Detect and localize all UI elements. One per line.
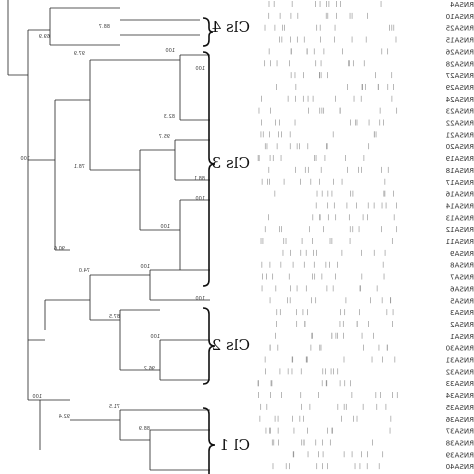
isolate-label: RNSA7	[450, 274, 474, 282]
node-label: 95.7	[159, 134, 170, 140]
cluster-label: Cls 2	[212, 336, 250, 354]
isolate-label: RNSA10	[446, 13, 474, 21]
isolate-label: RNSA37	[446, 428, 474, 436]
isolate-label: RNSA13	[446, 214, 474, 222]
isolate-label: RNSA26	[445, 48, 474, 56]
isolate-label: RNSA5	[450, 297, 474, 305]
isolate-label: RNSA23	[446, 108, 474, 116]
node-label: 97.9	[74, 51, 85, 57]
cluster-brackets	[202, 17, 216, 474]
isolate-label: RNSA14	[445, 202, 474, 210]
node-label: 92.4	[59, 414, 70, 420]
isolate-label: RNSA24	[445, 96, 474, 104]
isolate-label: RNSA33	[446, 380, 474, 388]
isolate-label: RNSA34	[445, 392, 474, 400]
isolate-label: RNSA1	[450, 333, 474, 341]
isolate-label: RNSA4	[450, 1, 474, 9]
isolate-label: RNSA28	[446, 60, 474, 68]
isolate-label: RNSA12	[446, 226, 474, 234]
isolate-label: RNSA8	[450, 262, 474, 270]
cluster-label: Cl 1	[219, 436, 250, 454]
isolate-label: RNSA9	[450, 250, 474, 258]
node-label: 87.5	[109, 314, 120, 320]
node-label: 100	[195, 296, 205, 302]
cluster-label: Cls 4	[212, 18, 250, 36]
node-label: 90.6	[54, 246, 65, 252]
gel-bands	[257, 1, 398, 470]
node-label: 100	[20, 156, 30, 162]
isolate-label: RNSA18	[446, 167, 474, 175]
isolate-label: RNSA29	[446, 84, 474, 92]
isolate-label: RNSA3	[450, 309, 474, 317]
node-label: 100	[195, 66, 205, 72]
isolate-label: RNSA15	[446, 37, 474, 45]
node-label: 100	[160, 224, 170, 230]
node-label: 96.2	[144, 366, 155, 372]
isolate-label: RNSA11	[446, 238, 474, 246]
node-label: 100	[195, 196, 205, 202]
isolate-label: RNSA36	[445, 416, 474, 424]
node-label: 74.0	[79, 268, 90, 274]
isolate-label: RNSA19	[446, 155, 474, 163]
node-label: 82.3	[164, 114, 175, 120]
node-label: 100	[140, 264, 150, 270]
isolate-label: RNSA39	[446, 451, 474, 459]
node-label: 88.7	[99, 24, 110, 30]
node-label: 71.5	[109, 404, 120, 410]
isolate-label: RNSA40	[446, 463, 474, 471]
isolate-label: RNSA16	[445, 191, 474, 199]
node-label: 88.9	[139, 426, 150, 432]
node-label: 88.1	[194, 176, 205, 182]
isolate-label: RNSA6	[450, 285, 474, 293]
isolate-label: RNSA32	[446, 368, 474, 376]
isolate-label: RNSA20	[446, 143, 474, 151]
isolate-label: RNSA17	[446, 179, 474, 187]
node-label: 100	[150, 334, 160, 340]
isolate-label: RNSA21	[446, 131, 474, 139]
isolate-label: RNSA38	[446, 439, 474, 447]
isolate-label: RNSA30	[446, 345, 474, 353]
cluster-label: Cls 3	[212, 154, 250, 172]
dendrogram	[7, 0, 210, 471]
isolate-label: RNSA25	[446, 25, 474, 33]
node-label: 100	[32, 394, 42, 400]
isolate-label: RNSA27	[446, 72, 474, 80]
isolate-label: RNSA22	[446, 120, 474, 128]
node-label: 100	[165, 48, 175, 54]
isolate-label: RNSA31	[446, 357, 474, 365]
node-label: 69.9	[39, 34, 50, 40]
isolate-label: RNSA2	[450, 321, 474, 329]
isolate-label: RNSA35	[446, 404, 474, 412]
node-label: 78.1	[74, 164, 85, 170]
